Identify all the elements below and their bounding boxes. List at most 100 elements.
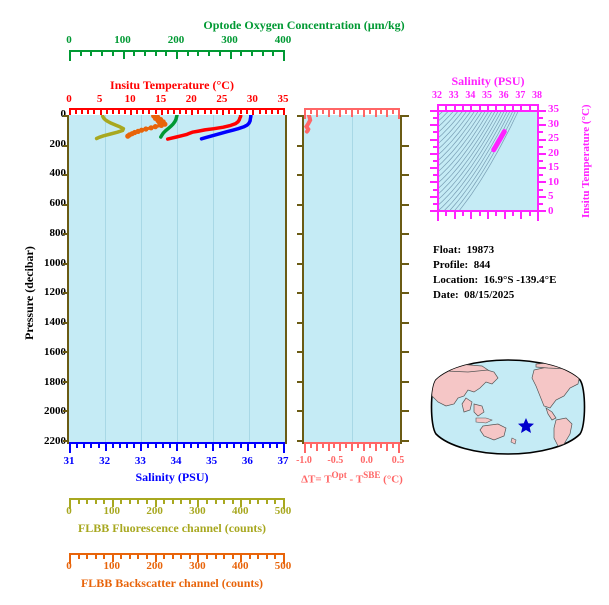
axis-tick <box>297 174 304 177</box>
axis-tick <box>327 110 330 117</box>
temperature-axis-line <box>69 108 285 120</box>
axis-tick <box>321 444 324 448</box>
axis-tick <box>63 351 70 354</box>
axis-tick <box>470 212 473 219</box>
axis-tick <box>63 203 70 206</box>
axis-tick <box>433 188 437 191</box>
axis-tick <box>94 555 97 559</box>
axis-tick <box>146 500 149 504</box>
axis-tick <box>111 110 114 114</box>
axis-tick <box>430 181 437 184</box>
backscatter-axis-title: FLBB Backscatter channel (counts) <box>80 576 264 590</box>
delta-t-line <box>304 115 313 134</box>
metadata-profile-row: Profile: 844 <box>433 258 556 273</box>
axis-endcap <box>69 553 71 564</box>
axis-tick <box>380 110 383 114</box>
axis-tick-label: 15 <box>155 93 167 105</box>
axis-tick <box>86 500 89 504</box>
axis-tick <box>512 106 514 110</box>
axis-tick <box>180 500 183 504</box>
axis-tick <box>188 555 191 559</box>
axis-tick <box>445 106 448 110</box>
ts-salinity-tick-labels: 32 33 34 35 36 37 38 <box>432 90 542 104</box>
axis-tick-label: 200 <box>49 137 67 150</box>
axis-tick <box>171 555 174 559</box>
axis-tick <box>297 380 304 383</box>
profile-point <box>148 125 154 131</box>
axis-tick <box>120 555 123 559</box>
axis-tick <box>111 52 114 56</box>
backscatter-axis-line <box>69 553 285 565</box>
axis-tick <box>368 110 371 114</box>
axis-tick-label: 31 <box>63 455 75 467</box>
delta-t-top-axis <box>304 108 400 120</box>
date-label: Date: <box>433 289 459 301</box>
delta-t-left-spine <box>302 115 304 444</box>
axis-tick <box>197 500 200 507</box>
axis-tick-label: 400 <box>231 505 249 517</box>
axis-tick <box>362 110 365 117</box>
isopycnal-contour <box>439 112 463 138</box>
axis-tick-label: 100 <box>103 560 121 572</box>
axis-tick <box>97 444 100 448</box>
axis-tick <box>380 444 383 448</box>
axis-endcap <box>437 104 439 115</box>
axis-tick-label: 200 <box>146 505 163 517</box>
isopycnal-contour <box>439 112 499 194</box>
axis-tick <box>402 321 409 324</box>
isopycnal-contour <box>439 112 486 172</box>
axis-tick <box>402 203 409 206</box>
axis-tick <box>190 444 193 448</box>
axis-tick-label: 5 <box>96 93 103 105</box>
map-float-marker <box>518 418 534 433</box>
axis-tick <box>257 500 260 504</box>
axis-tick <box>179 110 182 114</box>
axis-rule <box>69 553 285 555</box>
axis-endcap <box>69 50 71 61</box>
axis-tick <box>214 500 217 504</box>
axis-tick <box>539 145 543 148</box>
axis-tick <box>77 555 80 559</box>
axis-tick <box>76 444 79 448</box>
axis-tick <box>297 292 304 295</box>
axis-tick <box>205 555 208 559</box>
axis-tick <box>234 110 237 114</box>
axis-tick <box>63 380 70 383</box>
axis-tick <box>231 500 234 504</box>
axis-tick <box>229 52 232 59</box>
delta-t-plot <box>304 115 400 442</box>
axis-tick <box>63 321 70 324</box>
pressure-axis-ticks <box>62 115 70 442</box>
axis-tick <box>248 500 251 504</box>
axis-tick <box>345 444 348 448</box>
profile-value: 844 <box>473 259 491 271</box>
axis-tick <box>309 444 312 448</box>
axis-tick-label: 34 <box>465 90 476 101</box>
axis-tick <box>264 110 267 114</box>
axis-tick <box>63 292 70 295</box>
axis-tick <box>261 52 264 56</box>
axis-rule <box>69 442 285 444</box>
axis-tick <box>478 212 481 216</box>
axis-tick <box>218 444 221 448</box>
axis-endcap <box>69 442 71 453</box>
axis-tick <box>124 110 127 114</box>
axis-tick-label: 1400 <box>44 316 66 329</box>
axis-tick <box>257 555 260 559</box>
axis-tick-label: 1200 <box>44 286 66 299</box>
axis-tick <box>539 117 543 120</box>
axis-tick <box>163 500 166 504</box>
axis-tick <box>402 440 409 442</box>
axis-tick <box>339 444 342 451</box>
axis-tick <box>176 444 178 451</box>
axis-endcap <box>283 50 285 61</box>
axis-tick <box>240 555 243 562</box>
axis-tick <box>63 233 70 236</box>
axis-tick <box>191 110 194 117</box>
location-label: Location: <box>433 274 479 286</box>
delta-t-trace <box>304 115 313 134</box>
axis-tick <box>433 160 437 162</box>
axis-tick <box>297 440 304 442</box>
axis-tick <box>122 52 125 59</box>
axis-tick <box>430 110 437 112</box>
